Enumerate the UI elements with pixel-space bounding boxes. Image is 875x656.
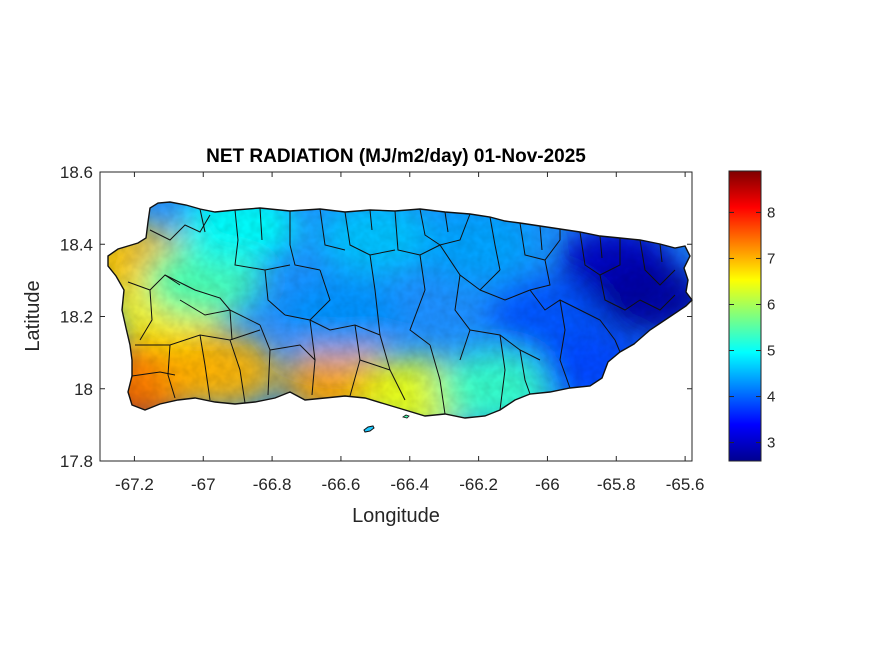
- colorbar-ticks: 3 4 5 6 7 8: [729, 204, 775, 452]
- municipality-border: [614, 339, 621, 353]
- y-tick-label: 18.4: [60, 235, 93, 254]
- municipality-border: [489, 216, 501, 271]
- municipality-border: [369, 254, 381, 336]
- municipality-border: [139, 289, 153, 341]
- municipality-border: [131, 371, 176, 377]
- colorbar-tick-label: 5: [767, 343, 775, 360]
- municipality-border: [444, 211, 449, 233]
- caja-de-muertos-island: [363, 425, 375, 433]
- municipality-border: [284, 314, 381, 336]
- municipality-border: [394, 210, 441, 256]
- municipality-border: [127, 274, 181, 291]
- municipality-border: [164, 274, 231, 311]
- x-tick-label: -65.6: [666, 475, 705, 494]
- municipality-border: [344, 211, 396, 256]
- municipality-border: [599, 274, 641, 311]
- municipality-border: [259, 207, 263, 241]
- x-axis-title: Longitude: [352, 505, 440, 527]
- municipality-border: [639, 239, 676, 286]
- x-tick-label: -67: [191, 475, 216, 494]
- heatmap-field: [108, 202, 692, 418]
- municipality-border: [559, 299, 571, 389]
- colorbar-tick-label: 3: [767, 435, 775, 452]
- municipality-borders: [127, 207, 676, 415]
- municipality-border: [179, 299, 261, 326]
- municipality-border: [479, 289, 531, 301]
- y-tick-label: 17.8: [60, 452, 93, 471]
- x-tick-label: -66: [535, 475, 560, 494]
- island-coastline: [107, 201, 693, 419]
- municipality-border: [529, 289, 581, 311]
- y-axis: 17.8 18 18.2 18.4 18.6: [60, 163, 692, 471]
- chart-title: NET RADIATION (MJ/m2/day) 01-Nov-2025: [206, 146, 586, 167]
- colorbar-tick-label: 4: [767, 389, 775, 406]
- municipality-border: [234, 209, 291, 271]
- colorbar-tick-label: 6: [767, 296, 775, 313]
- x-axis: -67.2 -67 -66.8 -66.6 -66.4 -66.2 -66 -65.8 -65.…: [115, 172, 704, 494]
- y-tick-label: 18.2: [60, 308, 93, 327]
- colorbar-tick-label: 8: [767, 204, 775, 221]
- municipality-border: [309, 269, 331, 321]
- municipality-border: [659, 243, 663, 263]
- municipality-border: [454, 274, 471, 361]
- municipality-border: [429, 344, 446, 415]
- municipality-border: [579, 309, 616, 341]
- x-tick-label: -65.8: [597, 475, 636, 494]
- municipality-border: [539, 225, 543, 251]
- municipality-border: [199, 334, 211, 401]
- municipality-border: [319, 208, 346, 251]
- colorbar: [728, 170, 762, 462]
- municipality-border: [519, 349, 531, 395]
- municipality-border: [369, 209, 373, 231]
- municipality-border: [269, 344, 316, 361]
- y-axis-title: Latitude: [22, 280, 44, 351]
- y-tick-label: 18.6: [60, 163, 93, 182]
- municipality-border: [409, 254, 431, 346]
- x-tick-label: -66.8: [253, 475, 292, 494]
- municipality-border: [499, 334, 506, 411]
- municipality-border: [229, 339, 246, 404]
- y-tick-label: 18: [74, 380, 93, 399]
- municipality-border: [289, 211, 321, 271]
- municipality-border: [529, 259, 551, 291]
- x-tick-label: -66.4: [390, 475, 429, 494]
- municipality-border: [229, 309, 233, 341]
- desecheo-island: [402, 414, 410, 419]
- municipality-border: [469, 329, 541, 361]
- colorbar-tick-label: 7: [767, 250, 775, 267]
- x-tick-label: -67.2: [115, 475, 154, 494]
- municipality-border: [167, 344, 176, 399]
- municipality-border: [199, 208, 206, 233]
- municipality-border: [599, 235, 603, 259]
- municipality-border: [359, 359, 391, 371]
- x-tick-label: -66.6: [322, 475, 361, 494]
- municipality-border: [639, 294, 676, 311]
- municipality-border: [439, 244, 501, 291]
- x-tick-label: -66.2: [459, 475, 498, 494]
- municipality-border: [264, 269, 286, 316]
